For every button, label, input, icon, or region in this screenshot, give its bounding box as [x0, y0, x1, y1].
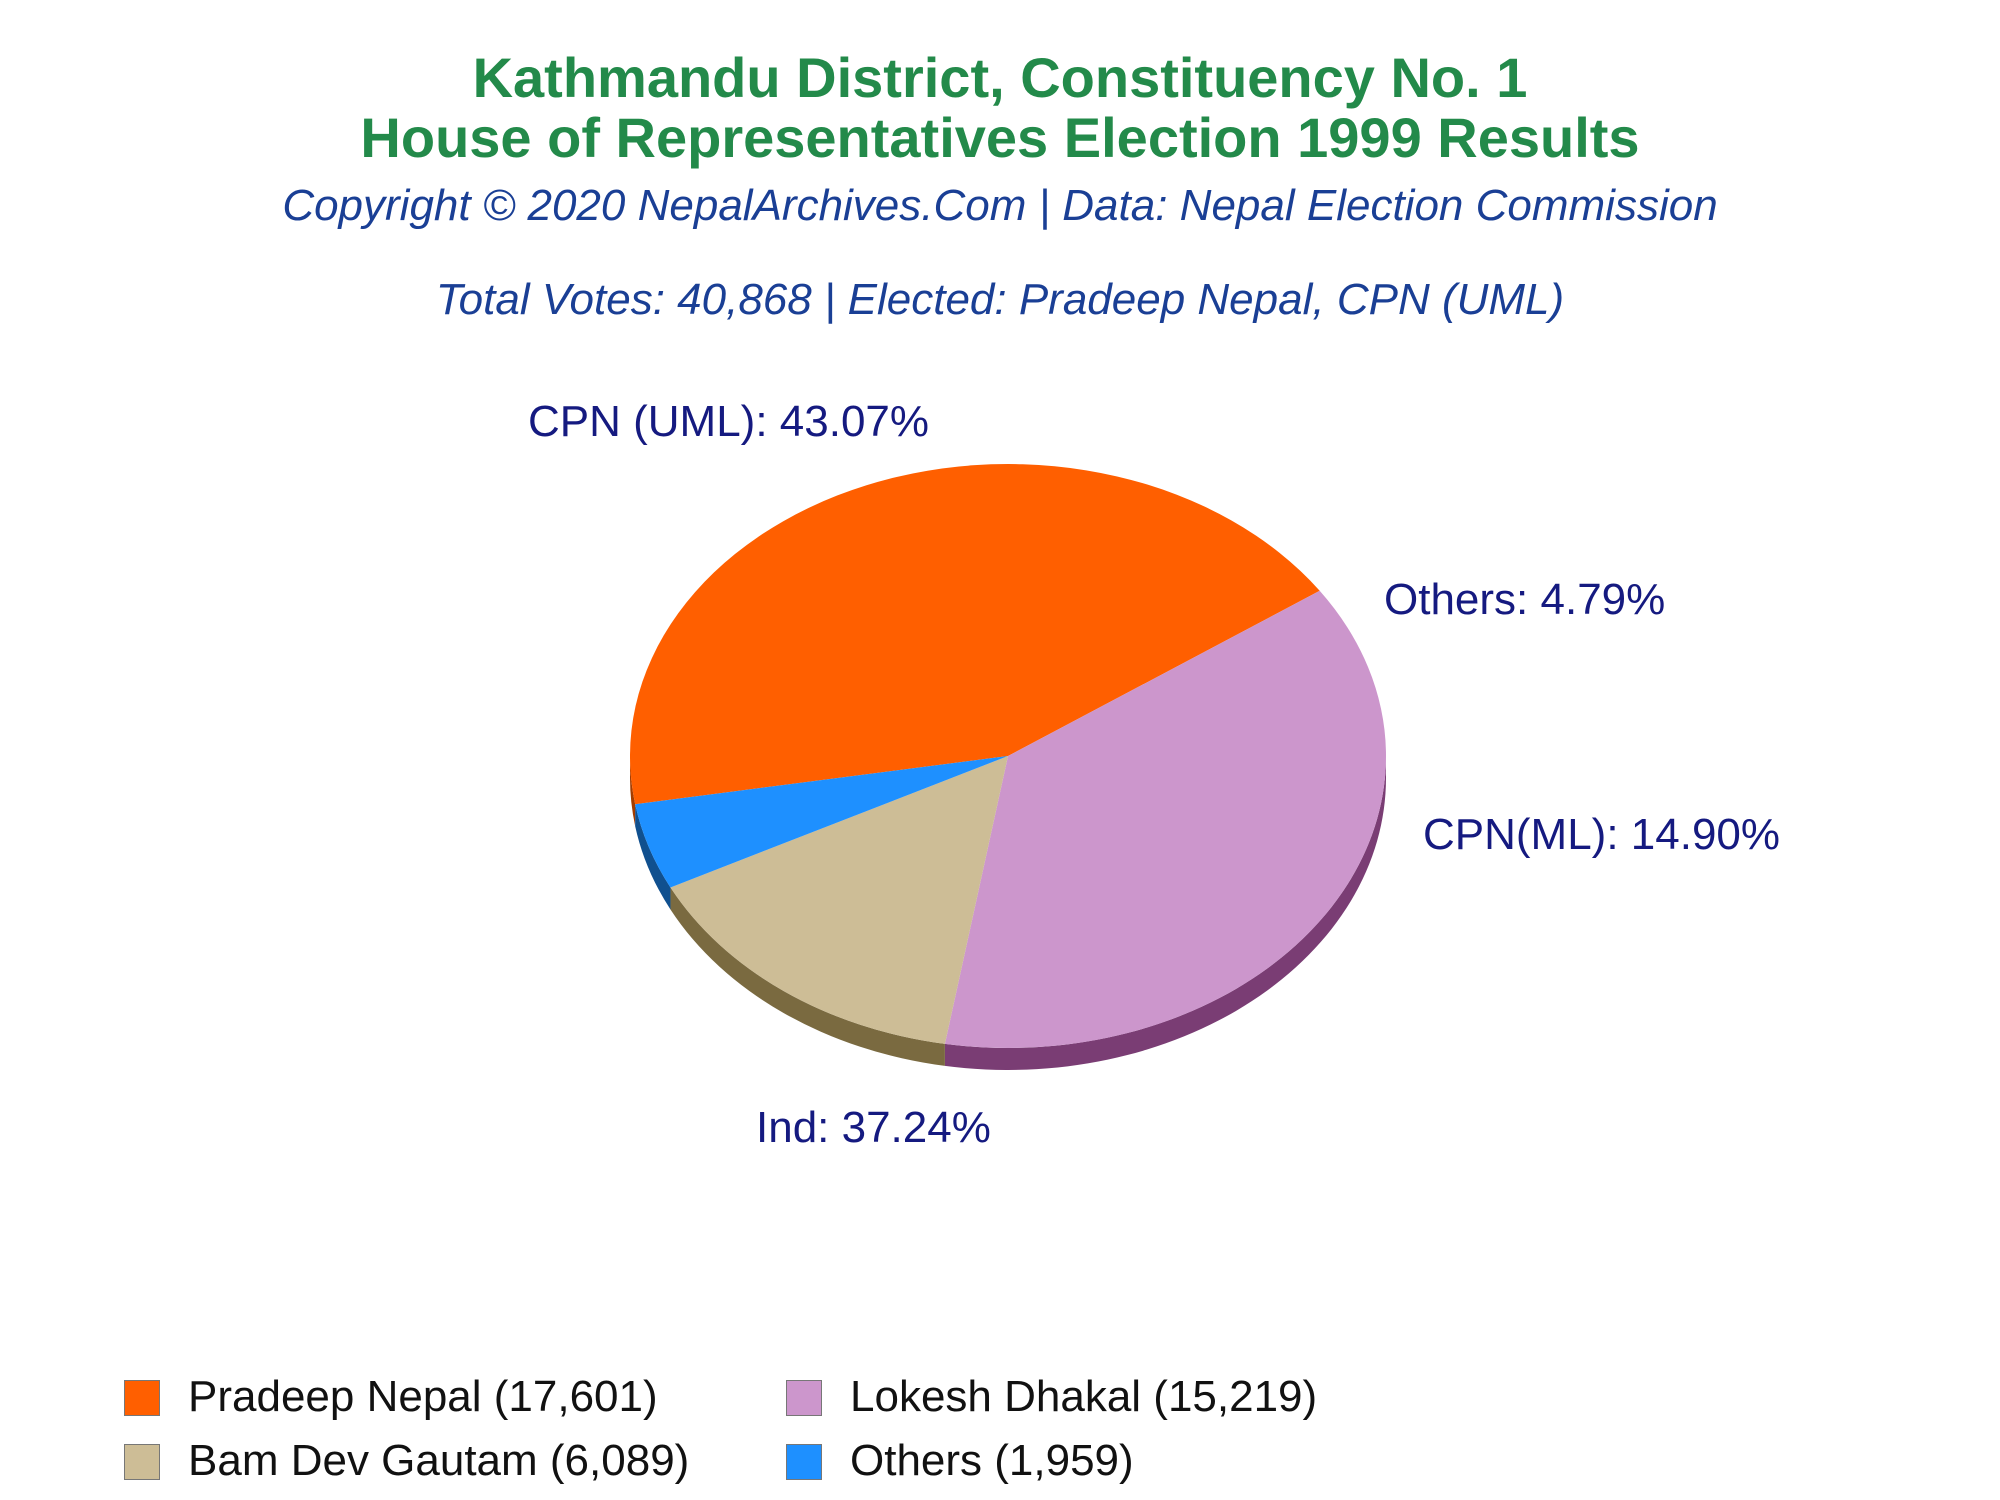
- chart-title-line-2: House of Representatives Election 1999 R…: [360, 106, 1640, 169]
- slice-ind: [944, 590, 1386, 1048]
- chart-summary: Total Votes: 40,868 | Elected: Pradeep N…: [435, 275, 1565, 324]
- slice-cpn-ml-side: [670, 887, 945, 1066]
- slice-others-side: [635, 804, 671, 910]
- slice-cpn-ml: [670, 756, 1008, 1044]
- legend-swatch: [786, 1380, 822, 1416]
- legend-label: Others (1,959): [850, 1436, 1134, 1485]
- slice-label-others: Others: 4.79%: [1384, 575, 1665, 624]
- slice-others: [635, 756, 1008, 888]
- legend-swatch: [786, 1444, 822, 1480]
- slice-cpn-uml-side: [630, 756, 636, 827]
- slice-label-cpn-uml: CPN (UML): 43.07%: [528, 397, 929, 446]
- legend-swatch: [124, 1380, 160, 1416]
- legend-swatch: [124, 1444, 160, 1480]
- legend-label: Pradeep Nepal (17,601): [188, 1372, 658, 1421]
- slice-label-cpn-ml: CPN(ML): 14.90%: [1423, 810, 1780, 859]
- chart-title: Kathmandu District, Constituency No. 1: [472, 46, 1528, 109]
- legend-label: Lokesh Dhakal (15,219): [850, 1372, 1318, 1421]
- slice-cpn-uml: [629, 463, 1320, 805]
- legend-label: Bam Dev Gautam (6,089): [188, 1436, 690, 1485]
- chart-subtitle: Copyright © 2020 NepalArchives.Com | Dat…: [282, 181, 1718, 230]
- slice-label-ind: Ind: 37.24%: [756, 1103, 991, 1152]
